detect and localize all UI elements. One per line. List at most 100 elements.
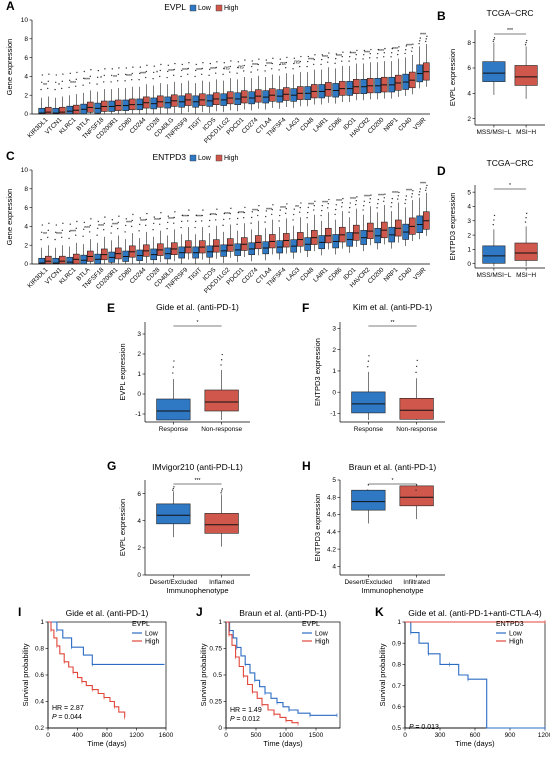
outlier-point <box>293 57 295 60</box>
x-tick-label: 800 <box>102 732 113 739</box>
outlier-point <box>223 67 225 70</box>
outlier-point <box>146 212 148 215</box>
category-label: TIGIT <box>187 266 203 282</box>
significance-label: *** <box>336 199 342 205</box>
outlier-point <box>368 355 370 357</box>
y-tick-label: 0 <box>24 261 28 268</box>
outlier-point <box>172 366 175 368</box>
legend-label-high: High <box>509 639 524 646</box>
outlier-point <box>264 70 266 72</box>
y-axis-label: EVPL expression <box>118 343 127 400</box>
outlier-point <box>132 66 134 68</box>
box <box>399 397 434 420</box>
x-tick-label: Inflamed <box>209 579 234 586</box>
category-label: CD244 <box>129 116 148 135</box>
y-tick-label: 4 <box>332 564 336 571</box>
panel-label: B <box>437 9 446 23</box>
outlier-point <box>173 222 175 224</box>
outlier-point <box>215 219 217 221</box>
outlier-point <box>96 83 98 85</box>
outlier-point <box>55 81 57 84</box>
outlier-point <box>257 63 259 66</box>
x-tick-label: Desert/Excluded <box>344 579 392 586</box>
outlier-point <box>145 218 147 221</box>
outlier-point <box>159 69 161 72</box>
y-tick-label: 4.6 <box>327 512 336 519</box>
box <box>482 61 506 82</box>
x-tick-label: 300 <box>435 732 446 739</box>
y-tick-label: 3 <box>467 218 471 225</box>
y-tick-label: 0 <box>467 261 471 268</box>
outlier-point <box>40 88 42 91</box>
outlier-point <box>61 87 63 90</box>
significance-label: *** <box>364 50 370 56</box>
outlier-point <box>82 84 84 86</box>
significance-label: ns <box>280 61 286 67</box>
outlier-point <box>526 39 528 42</box>
outlier-point <box>222 224 224 227</box>
outlier-point <box>139 223 141 226</box>
outlier-point <box>145 70 147 73</box>
y-tick-label: 0.7 <box>392 683 401 690</box>
outlier-point <box>153 65 155 67</box>
outlier-point <box>348 60 350 62</box>
outlier-point <box>111 68 114 70</box>
outlier-point <box>307 55 309 58</box>
box <box>58 255 66 265</box>
panel-label: E <box>107 301 115 315</box>
significance-label: *** <box>350 197 356 203</box>
box <box>156 503 191 525</box>
outlier-point <box>173 360 175 362</box>
outlier-point <box>103 81 105 83</box>
box <box>80 254 87 265</box>
outlier-point <box>89 82 91 84</box>
significance-label: *** <box>378 193 384 199</box>
outlier-point <box>167 221 169 224</box>
outlier-point <box>411 47 413 49</box>
y-tick-label: 10 <box>21 17 29 24</box>
outlier-point <box>285 61 287 64</box>
significance-label: *** <box>84 77 90 83</box>
outlier-point <box>104 68 106 70</box>
y-tick-label: 0 <box>24 111 28 118</box>
outlier-point <box>172 487 175 490</box>
x-axis-label: Time (days) <box>263 739 303 748</box>
outlier-point <box>54 88 56 91</box>
outlier-point <box>75 85 77 87</box>
outlier-point <box>75 234 77 236</box>
y-tick-label: 1 <box>467 247 471 254</box>
box <box>482 245 506 264</box>
significance-label: *** <box>56 232 62 238</box>
panel-label: C <box>6 149 15 163</box>
outlier-point <box>342 197 344 200</box>
outlier-point <box>181 63 183 66</box>
outlier-point <box>404 202 406 205</box>
outlier-point <box>167 64 169 67</box>
outlier-point <box>377 202 379 205</box>
outlier-point <box>251 216 253 219</box>
outlier-point <box>208 74 210 77</box>
y-tick-label: 0.2 <box>35 725 44 732</box>
outlier-point <box>103 229 105 231</box>
outlier-point <box>237 217 239 220</box>
outlier-point <box>230 207 232 210</box>
category-label: CD244 <box>129 266 148 285</box>
outlier-point <box>367 365 369 368</box>
outlier-point <box>425 40 427 43</box>
significance-label: * <box>100 76 102 82</box>
outlier-point <box>412 190 414 192</box>
y-axis-label: Gene expression <box>5 39 14 96</box>
outlier-point <box>348 211 350 213</box>
outlier-point <box>131 72 133 75</box>
outlier-point <box>117 227 119 230</box>
significance-label: *** <box>168 217 174 223</box>
outlier-point <box>97 220 100 223</box>
outlier-point <box>384 47 386 50</box>
outlier-point <box>110 81 112 83</box>
outlier-point <box>492 40 494 43</box>
outlier-point <box>334 213 336 216</box>
outlier-point <box>48 222 50 224</box>
significance-label: *** <box>280 206 286 212</box>
outlier-point <box>398 191 400 194</box>
y-tick-label: 2 <box>467 116 471 123</box>
